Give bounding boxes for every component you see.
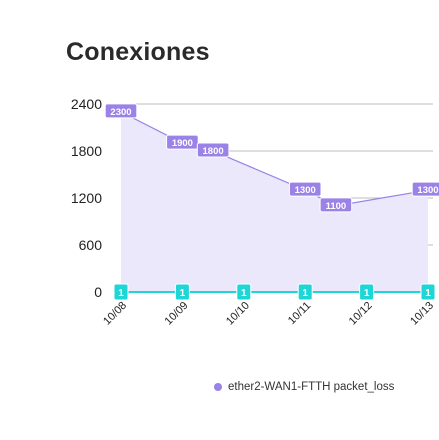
- baseline-point-box: [174, 283, 190, 301]
- baseline-point-box: [359, 283, 375, 301]
- packet-loss-label-box: [166, 134, 199, 150]
- packet-loss-label-text: 1900: [172, 138, 193, 149]
- packet-loss-data-label: 1800: [196, 142, 230, 158]
- packet-loss-data-label: 1300: [411, 181, 439, 197]
- baseline-point-label: 1: [180, 288, 186, 299]
- baseline-series-point: 1: [420, 283, 436, 301]
- x-tick-label: 10/08: [101, 300, 129, 328]
- baseline-point-label: 1: [118, 288, 124, 299]
- y-axis-ticks: 0 600 1200 1800 2400: [71, 96, 102, 300]
- baseline-point-box: [236, 283, 252, 301]
- packet-loss-label-box: [288, 181, 322, 197]
- packet-loss-data-label: 1900: [166, 134, 199, 150]
- packet-loss-label-text: 2300: [110, 107, 131, 118]
- baseline-point-label: 1: [241, 288, 247, 299]
- packet-loss-label-text: 1800: [203, 146, 224, 157]
- baseline-point-box: [113, 283, 129, 301]
- baseline-series-point: 1: [236, 283, 252, 301]
- legend[interactable]: ether2-WAN1-FTTH packet_loss: [214, 381, 394, 393]
- baseline-point-box: [420, 283, 436, 301]
- x-tick-label: 10/13: [408, 300, 436, 328]
- packet-loss-data-label: 2300: [104, 103, 138, 119]
- baseline-series-point: 1: [174, 283, 190, 301]
- y-tick-label: 600: [79, 237, 103, 253]
- x-tick-label: 10/11: [286, 300, 313, 327]
- packet-loss-label-text: 1300: [417, 185, 438, 196]
- y-tick-label: 1800: [71, 143, 102, 159]
- x-axis-ticks: 10/08 10/09 10/10 10/11 10/12 10/13: [101, 300, 436, 328]
- baseline-point-box: [297, 283, 313, 301]
- packet-loss-label-box: [104, 103, 138, 119]
- label-layer: 2300 1900 1800 1300 1100 1300: [104, 103, 439, 213]
- baseline-series-point: 1: [113, 283, 129, 301]
- packet-loss-label-box: [319, 197, 353, 213]
- y-tick-label: 0: [94, 284, 102, 300]
- baseline-point-label: 1: [302, 288, 308, 299]
- y-tick-label: 2400: [71, 96, 102, 112]
- x-tick-label: 10/09: [163, 300, 191, 328]
- legend-label: ether2-WAN1-FTTH packet_loss: [228, 381, 395, 393]
- packet-loss-data-label: 1100: [319, 197, 353, 213]
- packet-loss-label-text: 1300: [295, 185, 316, 196]
- packet-loss-label-text: 1100: [326, 201, 347, 212]
- baseline-point-label: 1: [425, 288, 431, 299]
- baseline-series-point: 1: [359, 283, 375, 301]
- baseline-point-label: 1: [364, 288, 370, 299]
- packet-loss-label-box: [196, 142, 230, 158]
- packet-loss-data-label: 1300: [288, 181, 322, 197]
- baseline-series-point: 1: [297, 283, 313, 301]
- legend-dot-icon: [214, 383, 222, 391]
- x-tick-label: 10/10: [224, 300, 252, 328]
- packet-loss-label-box: [411, 181, 439, 197]
- point-layer: 1 1 1 1 1 1: [113, 283, 436, 301]
- chart-title: Conexiones: [66, 38, 210, 66]
- y-tick-label: 1200: [71, 190, 102, 206]
- x-tick-label: 10/12: [347, 300, 375, 328]
